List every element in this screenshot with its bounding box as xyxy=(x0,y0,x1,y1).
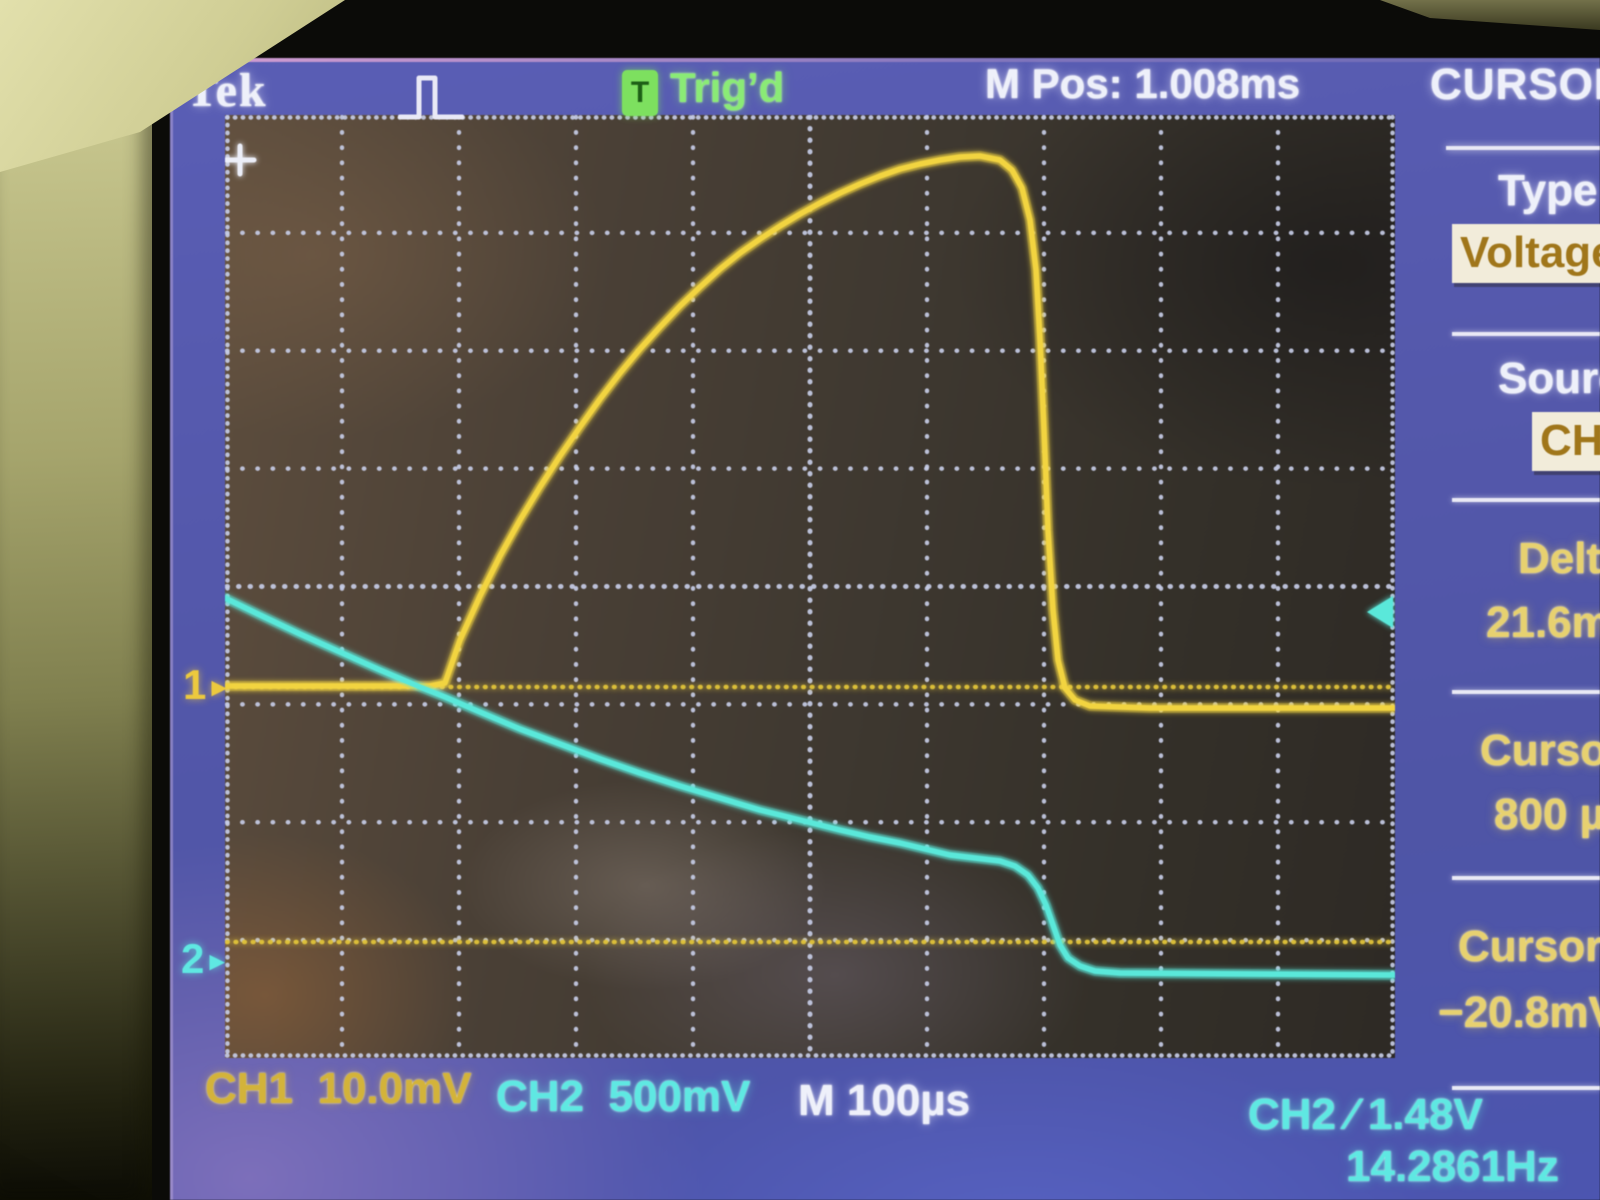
menu-cursor2-label: Cursor 2 xyxy=(1458,922,1600,971)
menu-type-value-button[interactable]: Voltage xyxy=(1452,224,1600,283)
trigger-badge-letter: T xyxy=(630,76,650,109)
waveform-display xyxy=(225,115,1395,1058)
menu-cursor2-value: −20.8mV xyxy=(1438,988,1600,1037)
menu-divider xyxy=(1452,498,1600,502)
menu-source-label: Source xyxy=(1498,354,1600,403)
menu-title: CURSOR xyxy=(1430,60,1600,109)
menu-source-value-button[interactable]: CH1 xyxy=(1532,412,1600,471)
screen-markers xyxy=(225,143,1393,628)
ch1-trace xyxy=(225,153,1395,711)
bezel-left-frame xyxy=(0,0,152,1200)
trigger-status-text: Trig’d xyxy=(670,64,785,111)
grid-dots xyxy=(225,115,1395,1058)
trigger-slope-pulse-icon xyxy=(398,75,464,120)
trigger-level-readout: CH2 ∕ 1.48V xyxy=(1248,1090,1483,1139)
graticule xyxy=(225,115,1395,1058)
trigger-status-badge-icon: T xyxy=(622,70,658,116)
menu-delta-label: Delta xyxy=(1518,534,1600,583)
trigger-level-arrow-icon[interactable] xyxy=(1367,596,1393,628)
menu-title-underline xyxy=(1446,146,1600,150)
horizontal-position-readout: M Pos: 1.008ms xyxy=(985,60,1301,107)
menu-divider xyxy=(1452,876,1600,880)
menu-type-label: Type xyxy=(1498,166,1598,215)
trigger-frequency-readout: 14.2861Hz xyxy=(1346,1142,1559,1191)
ch2-scale-readout: CH2 500mV xyxy=(496,1072,751,1121)
ch2-ground-marker: 2► xyxy=(181,935,231,982)
menu-divider xyxy=(1452,690,1600,694)
menu-cursor1-value: 800 µV xyxy=(1494,790,1600,839)
waveform-traces xyxy=(225,151,1395,980)
right-arrow-icon: ► xyxy=(206,671,233,702)
voltage-cursor-lines xyxy=(225,684,1395,945)
menu-divider xyxy=(1452,1086,1600,1090)
menu-divider xyxy=(1452,332,1600,336)
menu-delta-value: 21.6mV xyxy=(1486,598,1600,647)
ch1-ground-marker: 1► xyxy=(183,661,233,708)
menu-cursor1-label: Cursor 1 xyxy=(1480,726,1600,775)
ch1-scale-readout: CH1 10.0mV xyxy=(205,1064,472,1113)
timebase-readout: M 100µs xyxy=(798,1076,971,1125)
ch2-trace xyxy=(225,595,1395,978)
